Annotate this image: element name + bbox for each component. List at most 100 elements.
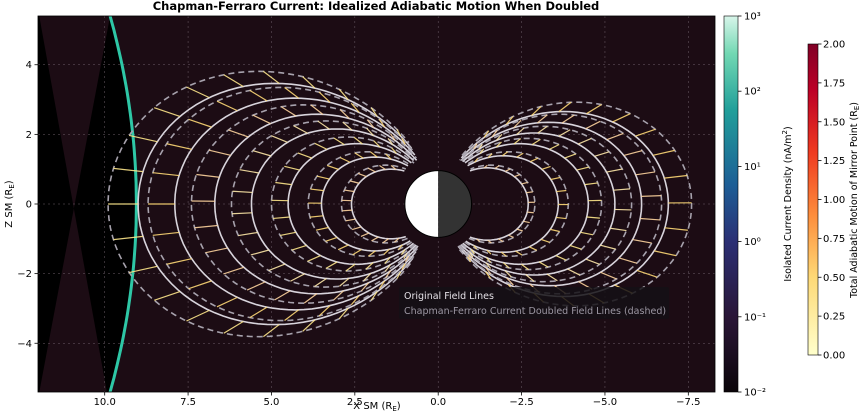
motion-arrow-1-0 [636,269,658,278]
motion-arrow-0-4 [297,152,313,159]
motion-arrow-1-0 [483,130,490,138]
motion-arrow-1-1 [641,195,662,197]
motion-arrow-1-4 [486,249,492,255]
motion-arrow-1-1 [632,238,652,244]
field-lines [107,70,693,338]
motion-arrow-0-0 [129,265,158,274]
motion-arrow-0-0 [186,309,210,322]
motion-arrow-1-1 [623,150,643,157]
y-tick-label-3: −2 [17,269,32,280]
motion-arrow-1-3 [549,143,560,150]
motion-arrow-0-5 [367,250,376,257]
motion-arrow-0-1 [350,295,360,306]
motion-arrow-0-4 [291,244,307,251]
motion-arrow-1-5 [508,234,514,238]
motion-arrow-0-3 [293,125,308,134]
cb-current-label-3: 10¹ [744,162,761,173]
cb-mirror-label-7: 1.75 [823,78,845,89]
series-1-nightside-line-3 [461,137,603,271]
motion-arrow-1-4 [500,251,507,257]
cb-current-label-2: 10⁰ [744,237,761,248]
motion-arrow-0-1 [249,306,268,319]
motion-arrow-0-4 [275,181,292,186]
series-1-dayside-line-4 [270,136,416,272]
motion-arrow-0-6 [357,172,367,178]
motion-arrow-0-3 [317,120,330,130]
motion-arrow-0-2 [333,290,344,301]
motion-arrow-0-4 [400,249,406,256]
series-1-nightside-line-4 [464,151,570,257]
motion-arrow-1-3 [520,263,530,271]
motion-arrow-0-6 [349,180,360,184]
motion-arrow-1-5 [526,191,533,194]
motion-arrow-1-4 [528,246,538,251]
motion-arrow-0-6 [345,218,356,222]
motion-arrow-1-2 [610,227,627,232]
cb-mirror-label-2: 0.50 [823,273,845,284]
series-0-nightside-line-5 [469,167,530,241]
motion-arrow-0-6 [367,167,376,173]
motion-arrow-1-2 [496,133,503,141]
series-1-dayside-line-1 [147,86,415,322]
y-axis-ticks: 4 2 0 −2 −4 [17,60,38,350]
motion-arrow-1-2 [537,125,548,134]
motion-arrow-1-5 [483,164,488,169]
motion-arrow-0-1 [152,172,180,177]
motion-arrow-0-4 [365,262,374,270]
motion-arrow-1-3 [564,153,577,159]
motion-arrow-0-1 [401,263,406,270]
motion-arrow-0-0 [370,291,378,301]
motion-arrow-1-4 [516,152,524,158]
motion-arrow-1-0 [505,116,514,125]
motion-arrow-0-5 [315,226,329,231]
motion-arrow-1-5 [521,181,528,185]
motion-arrow-0-5 [339,156,351,163]
motion-arrow-0-1 [350,102,360,113]
y-tick-label-2: 0 [26,200,32,211]
motion-arrow-1-4 [556,189,567,193]
motion-arrow-0-5 [326,164,339,170]
chart-title: Chapman-Ferraro Current: Idealized Adiab… [153,0,600,13]
cb-current-label-4: 10² [744,87,761,98]
motion-arrow-0-1 [216,100,238,112]
earth-outline [404,170,473,238]
motion-arrow-0-2 [246,281,266,291]
motion-arrow-0-5 [385,153,392,160]
cb-mirror-label-6: 1.50 [823,117,845,128]
motion-arrow-0-0 [263,324,280,338]
motion-arrow-1-2 [567,268,581,276]
motion-arrow-0-0 [338,88,349,101]
series-1-dayside-line-0 [107,70,412,338]
motion-arrow-0-4 [284,165,300,171]
motion-arrow-1-1 [606,132,624,141]
motion-arrow-1-5 [514,174,521,178]
motion-arrow-1-1 [537,114,548,124]
motion-arrow-1-2 [613,188,631,191]
series-0-dayside-line-3 [250,128,417,280]
earth-icon [404,170,473,238]
motion-arrow-0-6 [379,164,386,170]
motion-arrow-1-1 [640,217,661,221]
motion-arrow-1-5 [527,211,534,214]
motion-arrow-0-4 [307,255,321,262]
motion-arrow-0-4 [353,136,363,145]
motion-arrow-1-4 [473,245,478,250]
motion-arrow-0-2 [228,129,249,138]
motion-arrow-1-1 [491,129,498,138]
motion-arrow-1-2 [594,151,610,157]
y-tick-label-4: −4 [17,339,32,350]
motion-arrow-0-4 [280,231,297,237]
motion-arrow-0-3 [366,127,375,136]
motion-arrow-0-2 [303,293,318,304]
series-0-dayside-line-0 [137,82,414,326]
y-tick-label-1: 2 [26,130,32,141]
motion-arrow-1-4 [501,151,509,157]
earth-night-half [438,170,472,238]
motion-arrow-0-2 [196,173,220,178]
motion-arrow-0-1 [318,305,331,317]
motion-arrow-1-0 [652,149,675,156]
colorbar-mirror-label: Total Adiabatic Motion of Mirror Point (… [849,102,861,299]
motion-arrow-0-1 [378,118,386,128]
motion-arrow-0-5 [337,244,349,251]
